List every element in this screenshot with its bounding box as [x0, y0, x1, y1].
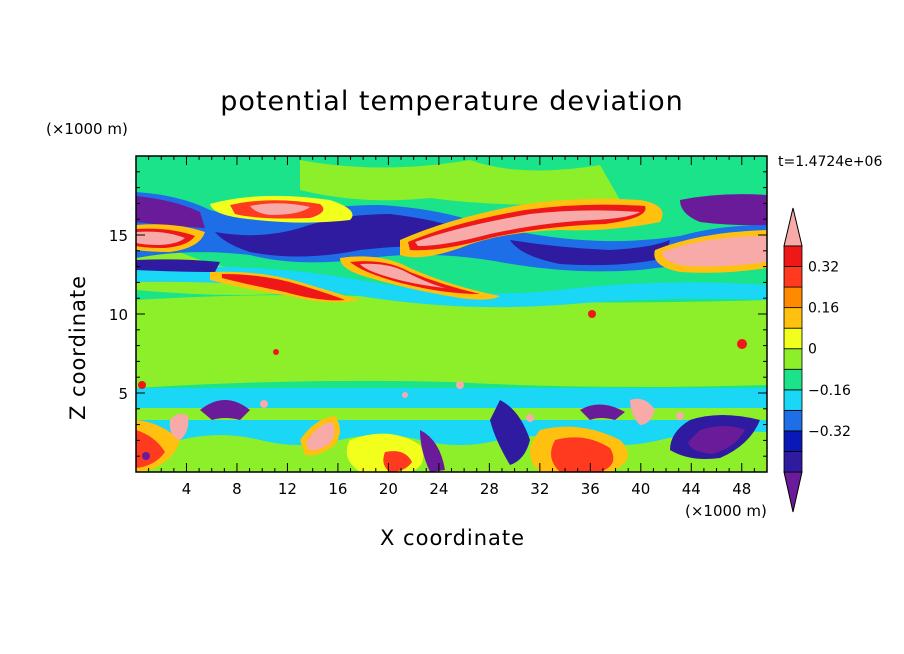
colorbar-label: −0.32: [808, 424, 851, 440]
y-tick-label: 15: [109, 227, 128, 245]
colorbar-extend-bottom: [783, 471, 803, 513]
x-tick-label: 32: [530, 480, 549, 498]
y-tick-label: 5: [118, 385, 128, 403]
colorbar-box: [783, 430, 803, 452]
x-tick-label: 28: [480, 480, 499, 498]
colorbar-box: [783, 266, 803, 288]
contour-field: [136, 156, 767, 472]
time-label: t=1.4724e+06: [778, 154, 883, 170]
x-tick-label: 20: [379, 480, 398, 498]
colorbar-extend-top: [783, 207, 803, 247]
x-tick-label: 48: [732, 480, 751, 498]
x-tick-label: 16: [328, 480, 347, 498]
x-axis-unit: (×1000 m): [685, 502, 767, 520]
colorbar-box: [783, 286, 803, 309]
colorbar-label: −0.16: [808, 383, 851, 399]
x-tick-label: 40: [631, 480, 650, 498]
x-axis-label: X coordinate: [380, 526, 526, 550]
x-tick-label: 12: [278, 480, 297, 498]
colorbar-label: 0: [808, 342, 817, 358]
x-tick-label: 44: [682, 480, 701, 498]
colorbar-label: 0.32: [808, 260, 839, 276]
x-tick-label: 8: [232, 480, 242, 498]
colorbar-label: 0.16: [808, 301, 839, 317]
colorbar-box: [783, 451, 803, 473]
x-tick-label: 24: [429, 480, 448, 498]
x-tick-label: 36: [581, 480, 600, 498]
colorbar-box: [783, 327, 803, 350]
y-tick-label: 10: [109, 306, 128, 324]
colorbar: 0.32 0.16 0 −0.16 −0.32: [783, 207, 851, 513]
colorbar-box: [783, 245, 803, 267]
colorbar-box: [783, 348, 803, 370]
colorbar-box: [783, 389, 803, 411]
x-tick-label: 4: [182, 480, 192, 498]
chart-title: potential temperature deviation: [220, 86, 684, 117]
y-axis-unit: (×1000 m): [46, 120, 128, 138]
colorbar-box: [783, 307, 803, 329]
colorbar-box: [783, 368, 803, 391]
colorbar-box: [783, 409, 803, 432]
